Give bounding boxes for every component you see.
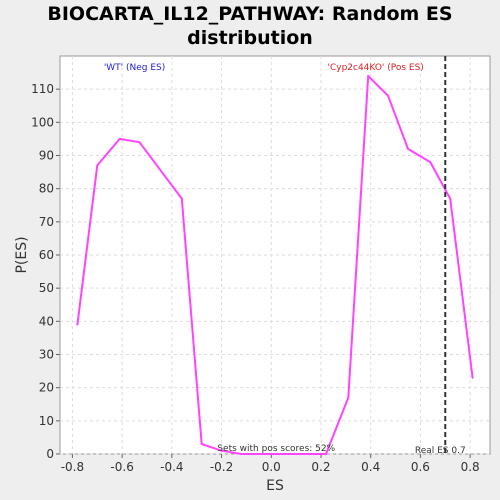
plot-area bbox=[59, 55, 491, 455]
data-point bbox=[200, 443, 203, 446]
data-point bbox=[429, 161, 432, 164]
data-point bbox=[240, 453, 243, 455]
data-point bbox=[260, 453, 263, 455]
y-tick-label: 100 bbox=[31, 115, 54, 129]
y-tick-label: 80 bbox=[39, 182, 54, 196]
y-tick-label: 40 bbox=[39, 314, 54, 328]
chart-title: BIOCARTA_IL12_PATHWAY: Random ES distrib… bbox=[47, 3, 453, 49]
y-tick-label: 50 bbox=[39, 281, 54, 295]
series-layer bbox=[76, 74, 474, 455]
data-point bbox=[406, 147, 409, 150]
data-point bbox=[347, 396, 350, 399]
data-point bbox=[449, 197, 452, 200]
data-point bbox=[138, 141, 141, 144]
data-point bbox=[96, 164, 99, 167]
grid-lines bbox=[60, 56, 490, 455]
data-point bbox=[471, 376, 474, 379]
pos-es-label: 'Cyp2c44KO' (Pos ES) bbox=[327, 63, 423, 73]
x-tick-label: 0.8 bbox=[461, 460, 480, 474]
x-tick-label: -0.4 bbox=[160, 460, 183, 474]
x-axis-title: ES bbox=[266, 478, 284, 494]
data-point bbox=[280, 453, 283, 455]
x-tick-label: 0.0 bbox=[262, 460, 281, 474]
data-point bbox=[76, 323, 79, 326]
x-tick-label: -0.2 bbox=[210, 460, 233, 474]
data-point bbox=[324, 453, 327, 455]
pos-scores-annotation: Sets with pos scores: 52% bbox=[217, 444, 335, 454]
y-axis-title: P(ES) bbox=[14, 236, 30, 273]
x-tick-label: -0.6 bbox=[110, 460, 133, 474]
data-point bbox=[180, 197, 183, 200]
x-tick-label: -0.8 bbox=[61, 460, 84, 474]
y-tick-label: 90 bbox=[39, 149, 54, 163]
es-distribution-line bbox=[76, 74, 474, 455]
y-tick-label: 30 bbox=[39, 348, 54, 362]
x-tick-label: 0.4 bbox=[361, 460, 380, 474]
y-tick-label: 0 bbox=[46, 447, 54, 461]
y-tick-label: 60 bbox=[39, 248, 54, 262]
data-point bbox=[158, 167, 161, 170]
data-point bbox=[300, 453, 303, 455]
data-point bbox=[118, 137, 121, 140]
neg-es-label: 'WT' (Neg ES) bbox=[104, 63, 165, 73]
y-tick-label: 70 bbox=[39, 215, 54, 229]
data-point bbox=[367, 74, 370, 77]
y-axis: 0 10 20 30 40 50 60 70 80 90 100 110 bbox=[31, 82, 60, 461]
y-tick-label: 20 bbox=[39, 381, 54, 395]
real-es-label: Real ES 0.7 bbox=[415, 446, 466, 456]
x-tick-label: 0.2 bbox=[311, 460, 330, 474]
y-tick-label: 110 bbox=[31, 82, 54, 96]
y-tick-label: 10 bbox=[39, 414, 54, 428]
data-point bbox=[387, 94, 390, 97]
data-point bbox=[220, 449, 223, 452]
x-tick-label: 0.6 bbox=[411, 460, 430, 474]
x-axis: -0.8 -0.6 -0.4 -0.2 0.0 0.2 0.4 0.6 0.8 bbox=[61, 454, 480, 474]
